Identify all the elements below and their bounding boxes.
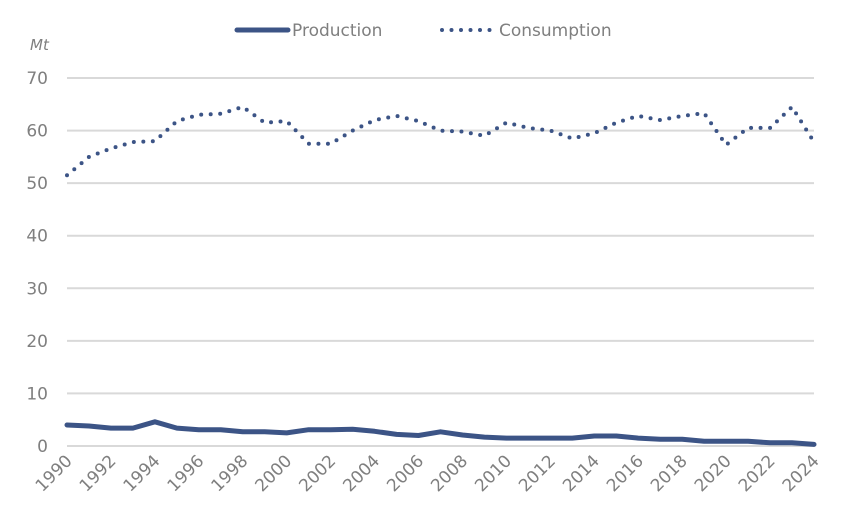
legend-label-production: Production: [292, 21, 382, 41]
y-axis-unit-label: Mt: [30, 36, 50, 54]
x-tick-label: 2016: [603, 451, 648, 496]
gridlines: [67, 77, 814, 447]
y-tick-label: 70: [26, 69, 48, 89]
x-tick-label: 1992: [76, 451, 121, 496]
y-tick-label: 40: [26, 227, 48, 247]
x-tick-label: 2024: [779, 451, 824, 496]
y-tick-label: 50: [26, 174, 48, 194]
y-tick-label: 30: [26, 279, 48, 299]
y-tick-label: 20: [26, 332, 48, 352]
x-tick-label: 2000: [252, 451, 297, 496]
x-tick-label: 1990: [32, 451, 77, 496]
x-tick-label: 2008: [427, 451, 472, 496]
y-tick-label: 10: [26, 384, 48, 404]
y-tick-label: 0: [37, 437, 48, 457]
series-layer: [64, 104, 817, 447]
x-tick-label: 1994: [120, 451, 165, 496]
x-tick-label: 2002: [295, 451, 340, 496]
x-tick-label: 1996: [164, 451, 209, 496]
x-tick-label: 2018: [647, 451, 692, 496]
series-line-consumption: [65, 104, 816, 178]
x-tick-label: 2012: [515, 451, 560, 496]
x-tick-label: 1998: [208, 451, 253, 496]
y-axis-ticks: 0 10 20 30 40 50 60 70: [26, 69, 48, 457]
legend-item-consumption[interactable]: Consumption: [440, 21, 612, 41]
x-axis-ticks: 1990 1992 1994 1996 1998 2000 2002 2004 2006 2008…: [32, 451, 824, 496]
x-tick-label: 2014: [559, 451, 604, 496]
x-tick-label: 2004: [339, 451, 384, 496]
x-tick-label: 2006: [383, 451, 428, 496]
x-tick-label: 2022: [735, 451, 780, 496]
x-tick-label: 2010: [471, 451, 516, 496]
legend-item-production[interactable]: Production: [234, 21, 382, 41]
series-line-production: [64, 419, 817, 447]
legend: Production Consumption: [234, 21, 612, 41]
y-tick-label: 60: [26, 122, 48, 142]
x-tick-label: 2020: [691, 451, 736, 496]
legend-label-consumption: Consumption: [499, 21, 612, 41]
